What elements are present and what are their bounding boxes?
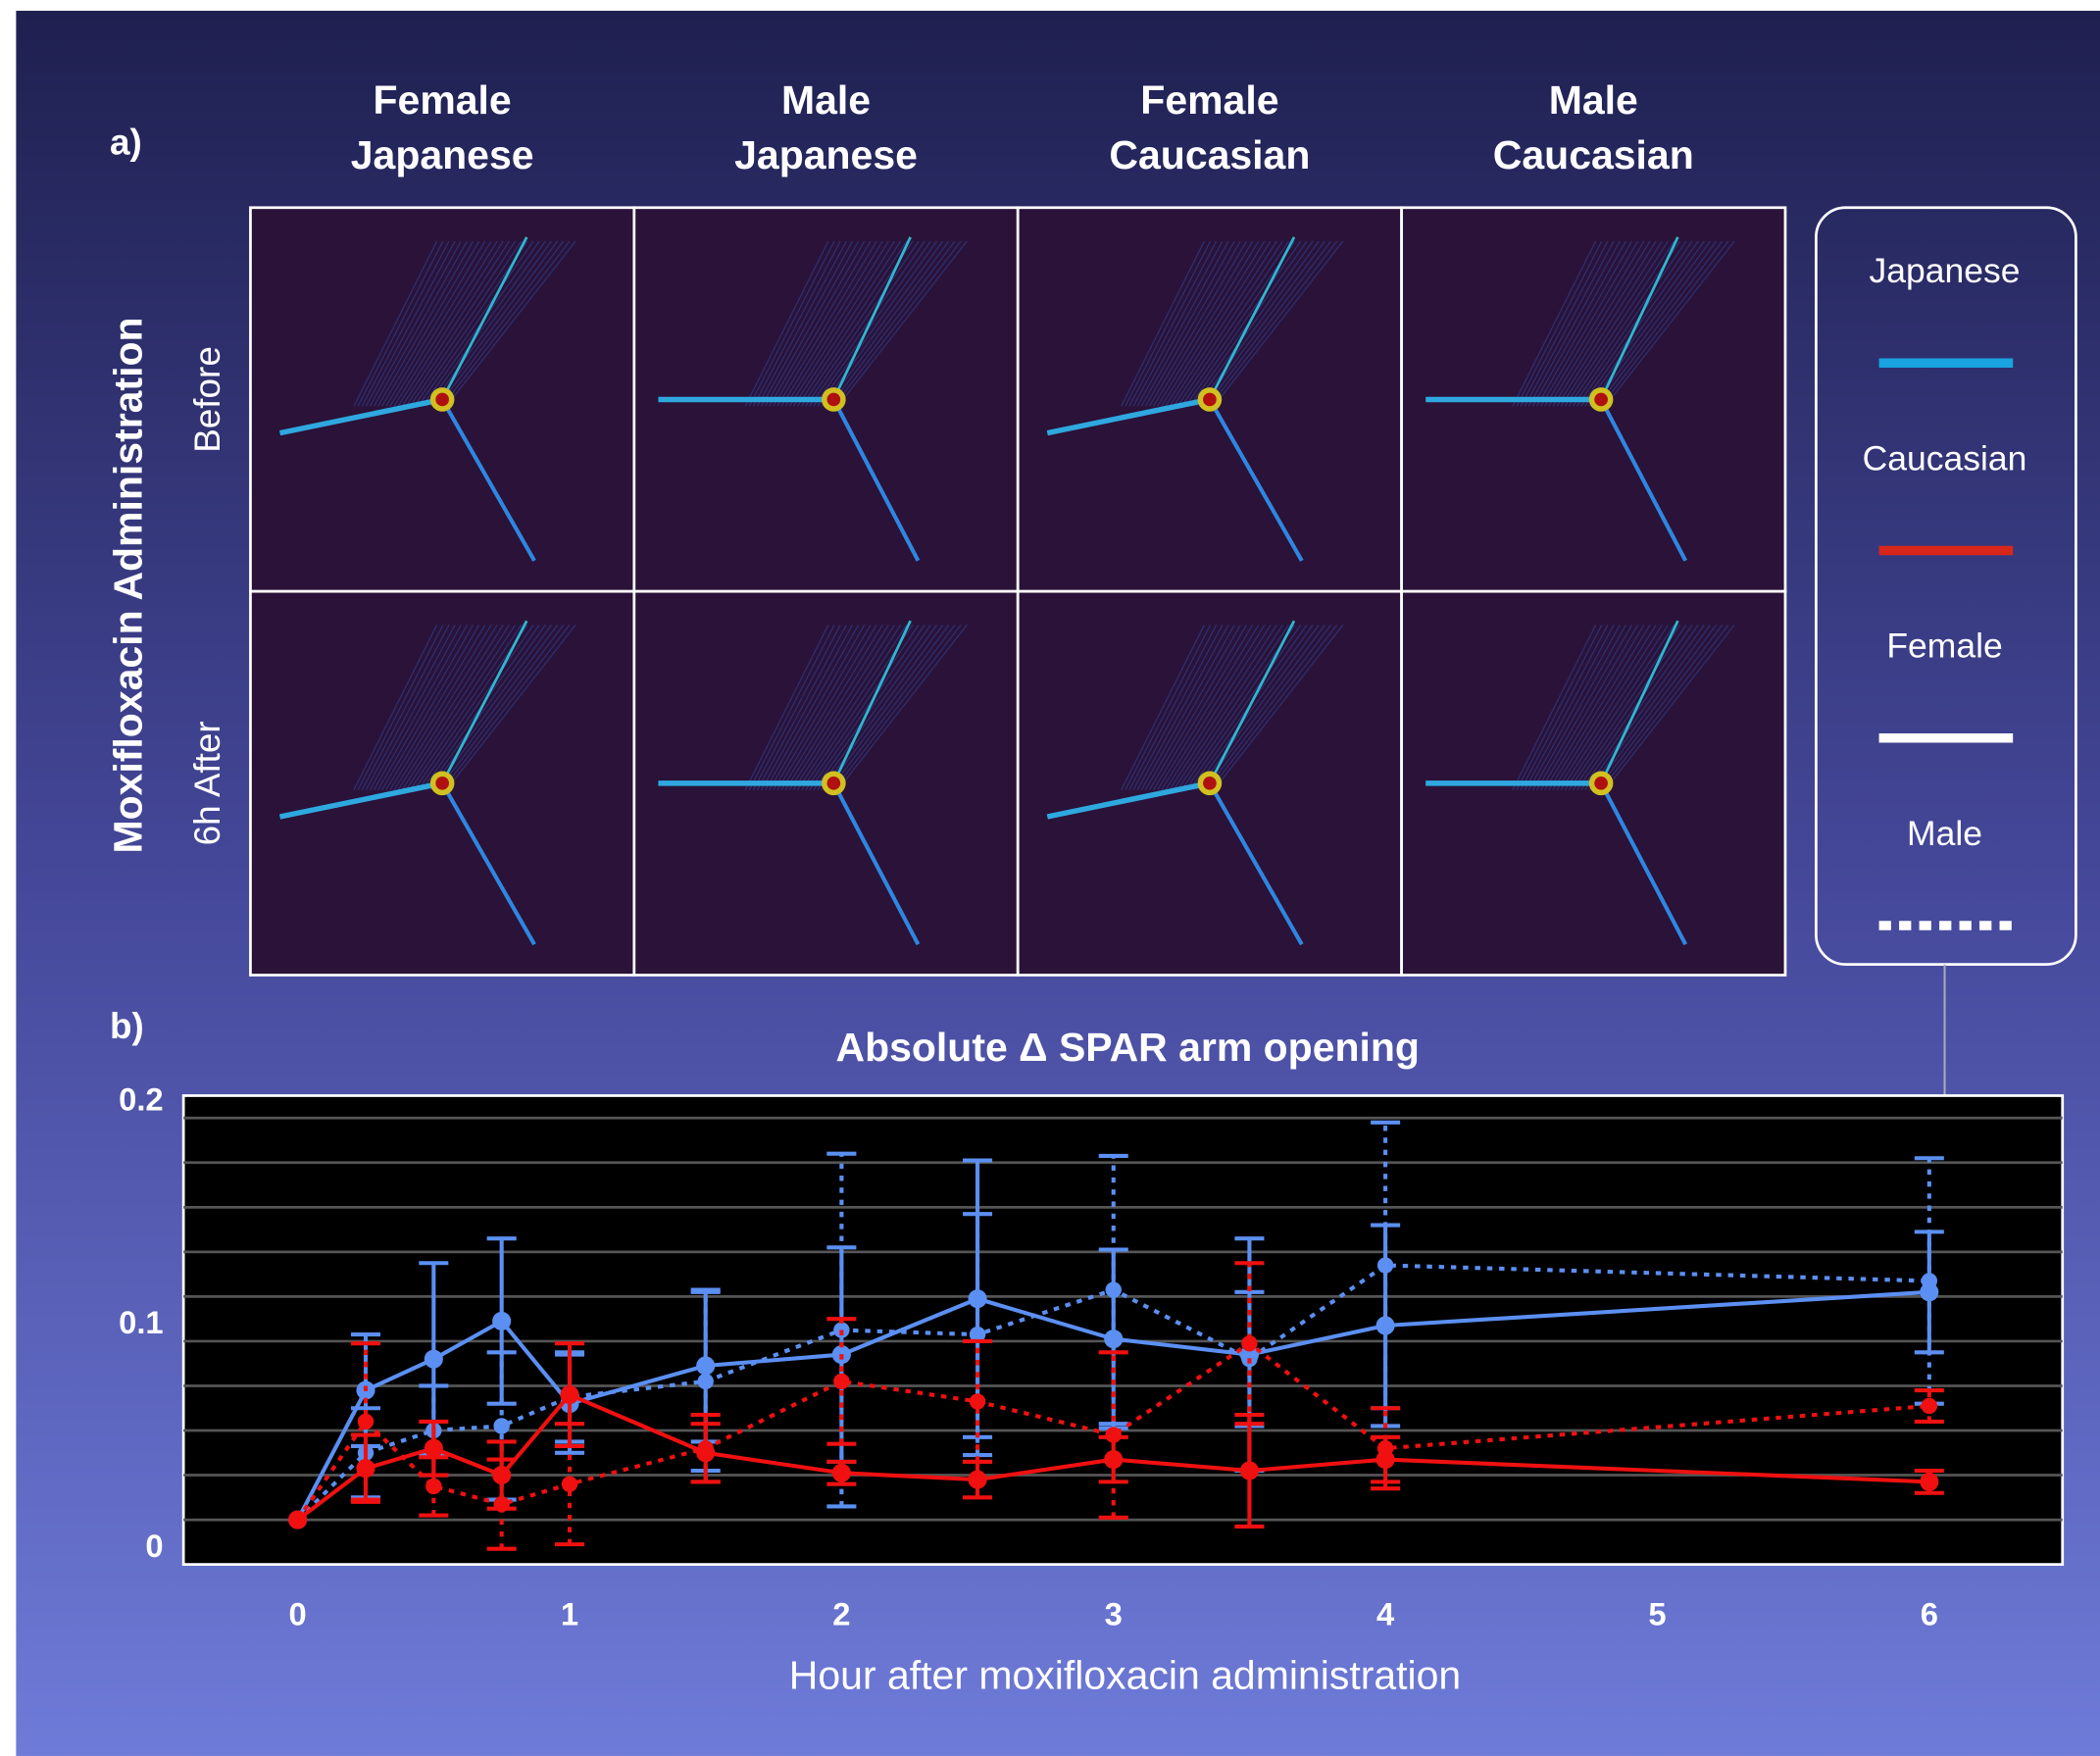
panel-label: a) [110, 122, 142, 162]
column-header: Female [374, 77, 512, 123]
column-header: Male [1549, 77, 1638, 123]
hotspot [1594, 393, 1608, 407]
x-tick-label: 4 [1376, 1596, 1395, 1632]
column-header: Female [1140, 77, 1278, 123]
x-tick-label: 0 [289, 1596, 307, 1632]
legend-label: Female [1886, 627, 2002, 666]
hotspot [1203, 777, 1217, 790]
y-tick-label: 0.1 [119, 1304, 164, 1340]
row-title: Moxifloxacin Administration [106, 317, 151, 853]
x-tick-label: 3 [1105, 1596, 1123, 1632]
hotspot [435, 393, 449, 407]
point [560, 1385, 578, 1404]
point [425, 1439, 443, 1458]
x-tick-label: 6 [1921, 1596, 1938, 1632]
column-header: Caucasian [1109, 132, 1310, 177]
hotspot [1594, 777, 1608, 790]
point [1241, 1335, 1257, 1351]
point [562, 1476, 577, 1491]
point [425, 1350, 443, 1369]
point [1106, 1281, 1122, 1297]
column-header: Male [781, 77, 871, 123]
point [697, 1374, 713, 1389]
column-header: Caucasian [1493, 132, 1694, 177]
heatmap-grid [250, 208, 1785, 976]
y-tick-label: 0 [145, 1528, 163, 1564]
hotspot [435, 777, 449, 790]
point [832, 1464, 851, 1482]
x-tick-label: 5 [1648, 1596, 1666, 1632]
x-axis-label: Hour after moxifloxacin administration [789, 1653, 1461, 1698]
point [358, 1414, 374, 1430]
point [1922, 1273, 1937, 1288]
point [970, 1393, 985, 1409]
column-header: Japanese [734, 132, 918, 177]
x-tick-label: 1 [561, 1596, 578, 1632]
legend-label: Male [1907, 814, 1982, 853]
legend-label: Japanese [1870, 251, 2021, 290]
column-header: Japanese [351, 132, 534, 177]
point [1377, 1257, 1393, 1273]
row-label: Before [187, 346, 227, 453]
point [1922, 1398, 1937, 1414]
point [833, 1374, 849, 1389]
chart-title: Absolute Δ SPAR arm opening [835, 1025, 1419, 1070]
point [1106, 1427, 1122, 1442]
x-tick-label: 2 [832, 1596, 850, 1632]
hotspot [827, 393, 841, 407]
y-tick-label: 0.2 [119, 1081, 164, 1118]
row-label: 6h After [187, 721, 227, 845]
point [425, 1479, 441, 1494]
point [968, 1471, 986, 1489]
point [1240, 1461, 1259, 1480]
hotspot [827, 777, 841, 790]
panel-label: b) [110, 1006, 144, 1046]
point [1920, 1473, 1938, 1491]
figure: a) b) Moxifloxacin Administration Absolu… [0, 0, 2100, 1756]
legend-label: Caucasian [1863, 438, 2027, 477]
point [1377, 1440, 1393, 1456]
hotspot [1203, 393, 1217, 407]
point [697, 1440, 713, 1456]
point [493, 1496, 509, 1512]
point [289, 1512, 305, 1528]
point [492, 1312, 511, 1330]
point [493, 1418, 509, 1433]
